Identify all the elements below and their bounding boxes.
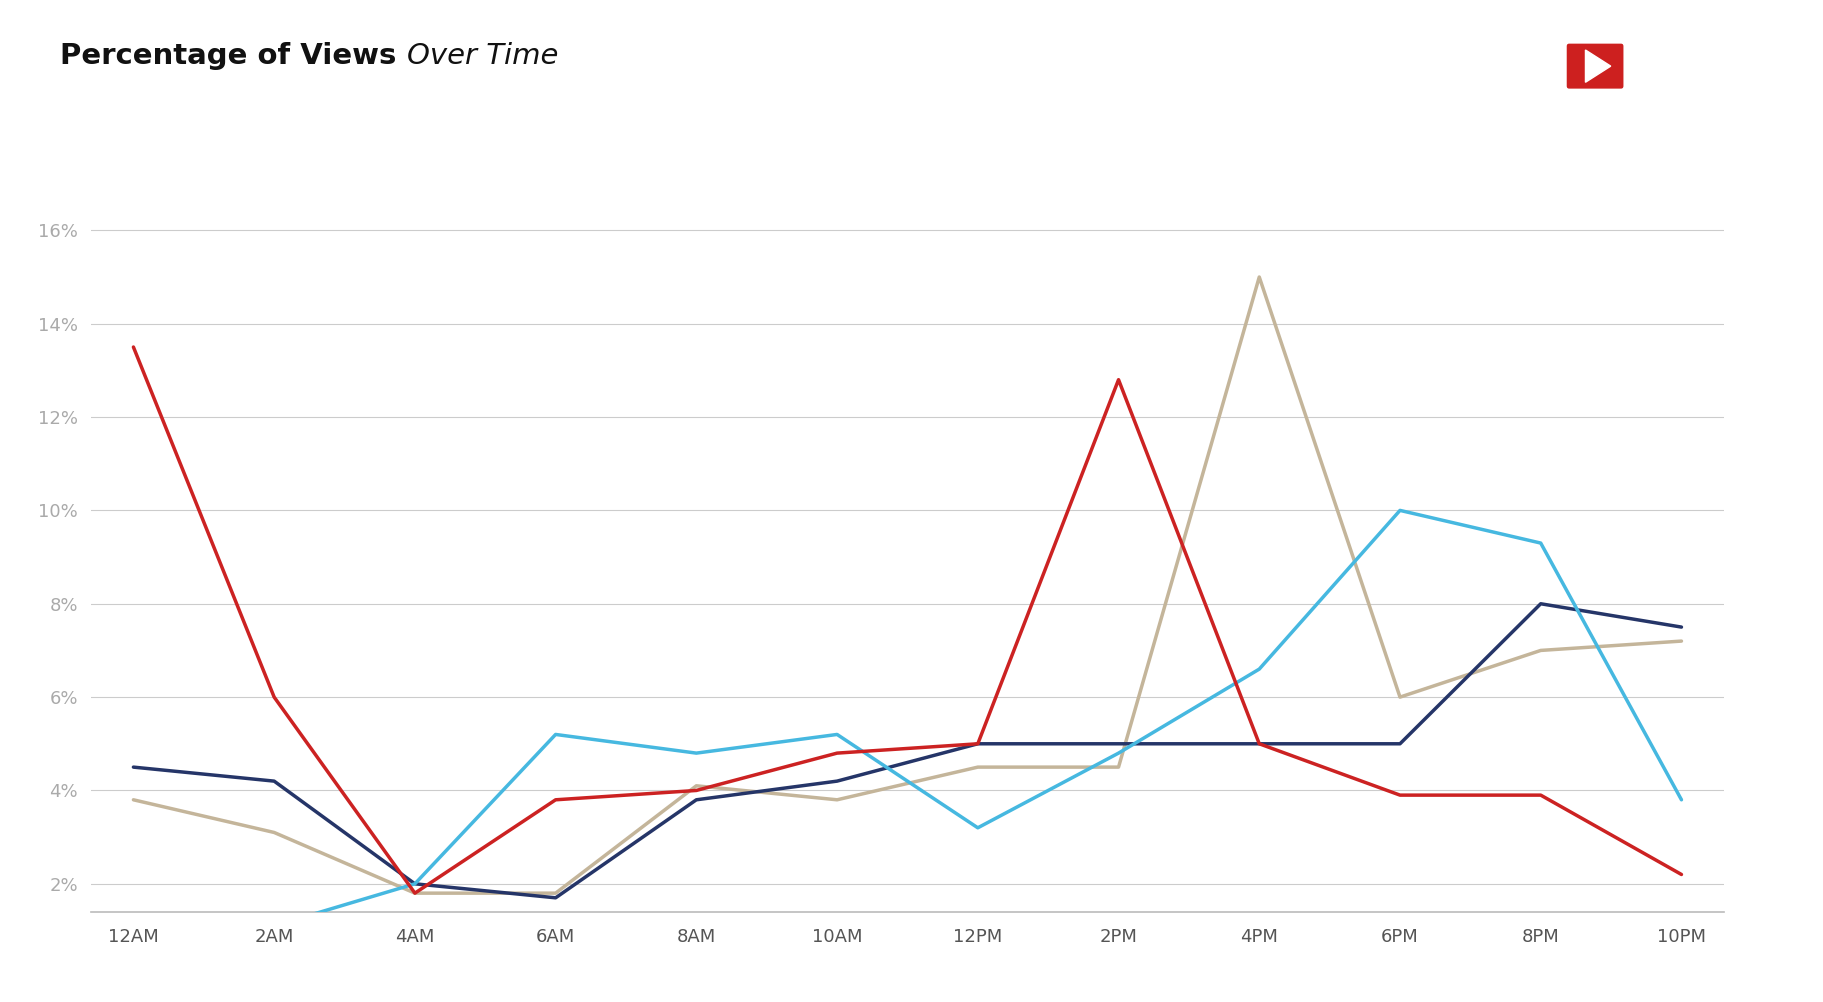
Text: Over Time: Over Time — [407, 42, 558, 70]
Text: f: f — [1663, 45, 1681, 87]
Text: Percentage of Views: Percentage of Views — [60, 42, 407, 70]
Polygon shape — [1584, 50, 1610, 82]
Circle shape — [1756, 43, 1763, 52]
PathPatch shape — [1801, 47, 1823, 78]
FancyBboxPatch shape — [1564, 42, 1624, 90]
